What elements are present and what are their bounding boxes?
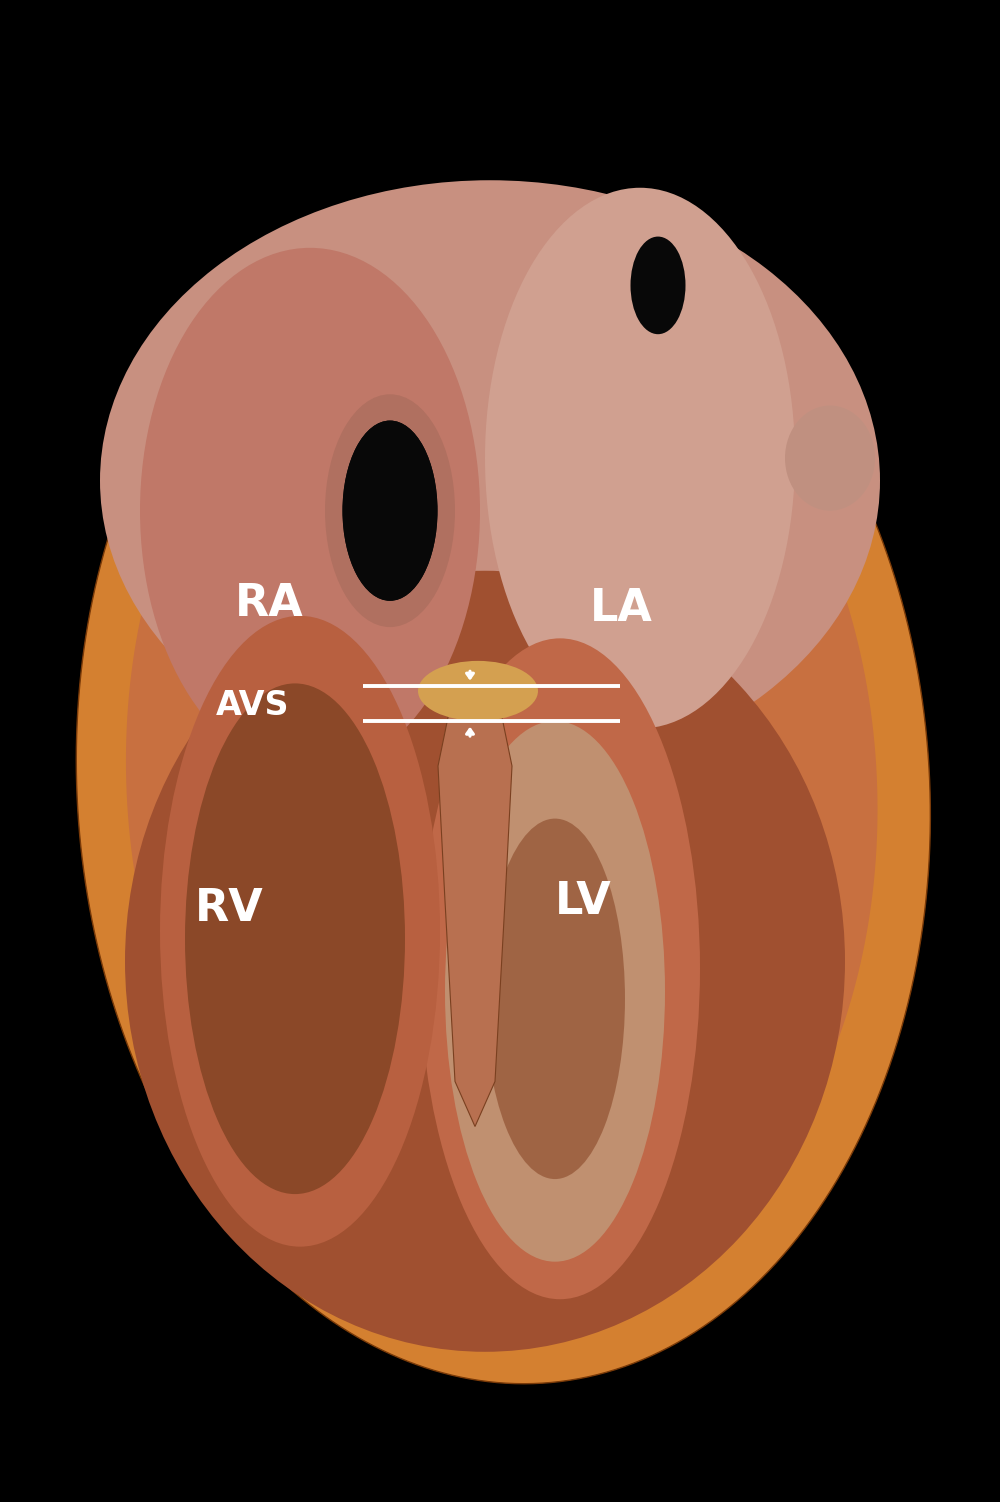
Ellipse shape bbox=[160, 616, 440, 1247]
Ellipse shape bbox=[125, 571, 845, 1352]
Text: LA: LA bbox=[590, 587, 653, 629]
Text: RA: RA bbox=[235, 583, 304, 625]
Polygon shape bbox=[438, 683, 512, 1126]
Ellipse shape bbox=[485, 188, 795, 728]
Ellipse shape bbox=[185, 683, 405, 1194]
Ellipse shape bbox=[445, 721, 665, 1262]
Ellipse shape bbox=[418, 661, 538, 721]
Ellipse shape bbox=[100, 180, 880, 781]
Ellipse shape bbox=[785, 406, 875, 511]
Text: RV: RV bbox=[195, 888, 264, 930]
Polygon shape bbox=[126, 266, 878, 1310]
Ellipse shape bbox=[140, 248, 480, 774]
Ellipse shape bbox=[342, 421, 438, 601]
Text: LV: LV bbox=[555, 880, 612, 922]
Ellipse shape bbox=[485, 819, 625, 1179]
Ellipse shape bbox=[631, 236, 686, 333]
Text: AVS: AVS bbox=[216, 689, 290, 722]
Ellipse shape bbox=[420, 638, 700, 1299]
Polygon shape bbox=[76, 198, 930, 1383]
Ellipse shape bbox=[325, 394, 455, 626]
